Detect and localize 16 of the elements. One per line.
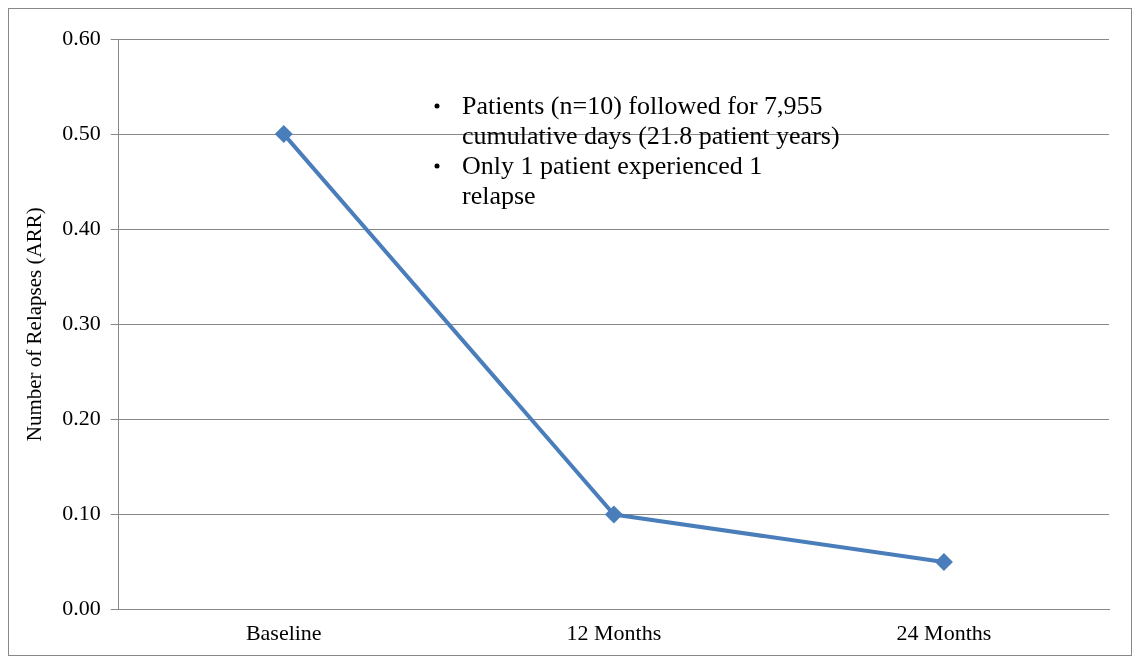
- y-axis-title: Number of Relapses (ARR): [22, 207, 47, 442]
- x-tick-label: 24 Months: [896, 619, 992, 645]
- x-tick-label: Baseline: [245, 619, 322, 645]
- y-tick-label: 0.40: [62, 214, 101, 240]
- y-tick-label: 0.60: [62, 24, 101, 50]
- y-tick-label: 0.00: [62, 595, 101, 621]
- point: [274, 125, 293, 144]
- y-tick-label: 0.20: [62, 405, 101, 431]
- annotation: Only 1 patient experienced 1 relapse: [462, 151, 763, 210]
- annotation: Patients (n=10) followed for 7,955 cumulative days (21.8 patient years): [462, 91, 840, 150]
- y-tick-label: 0.50: [62, 119, 101, 145]
- y-tick-label: 0.30: [62, 310, 101, 336]
- point: [934, 553, 953, 572]
- y-tick-label: 0.10: [62, 500, 101, 526]
- x-tick-label: 12 Months: [566, 619, 662, 645]
- point: [604, 505, 623, 524]
